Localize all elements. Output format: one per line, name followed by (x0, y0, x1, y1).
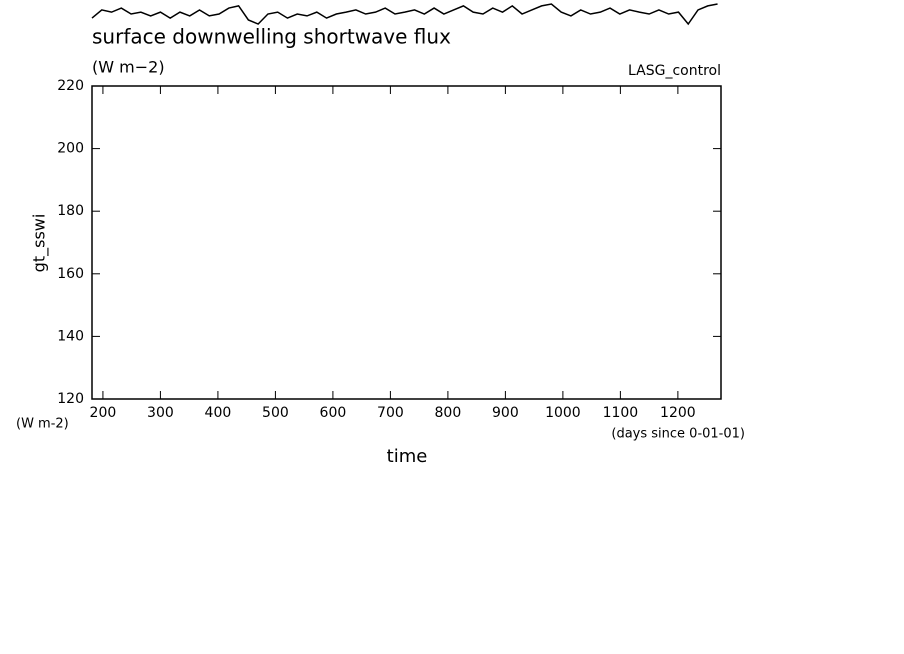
x-tick-label: 1200 (660, 405, 696, 421)
x-tick-label: 300 (147, 405, 174, 421)
x-tick-label: 1100 (603, 405, 639, 421)
x-tick-label: 700 (377, 405, 404, 421)
y-tick-label: 120 (57, 391, 84, 407)
y-axis-label: gt_sswi (30, 214, 50, 273)
y-unit: (W m-2) (16, 417, 69, 432)
x-tick-label: 1000 (545, 405, 581, 421)
x-tick-label: 800 (435, 405, 462, 421)
y-tick-label: 180 (57, 203, 84, 219)
plot-frame (91, 85, 722, 400)
annotation: LASG_control (628, 63, 721, 79)
x-tick-label: 900 (492, 405, 519, 421)
x-tick-label: 200 (90, 405, 117, 421)
y-tick-label: 220 (57, 78, 84, 94)
chart-title: surface downwelling shortwave flux (92, 25, 451, 49)
x-axis-label: time (387, 446, 428, 467)
x-tick-label: 600 (320, 405, 347, 421)
x-tick-label: 500 (262, 405, 289, 421)
subtitle: (W m−2) (92, 58, 165, 77)
y-tick-label: 160 (57, 266, 84, 282)
x-unit: (days since 0-01-01) (611, 427, 745, 442)
x-tick-label: 400 (205, 405, 232, 421)
data-line (91, 3, 718, 26)
y-tick-label: 140 (57, 328, 84, 344)
y-tick-label: 200 (57, 141, 84, 157)
